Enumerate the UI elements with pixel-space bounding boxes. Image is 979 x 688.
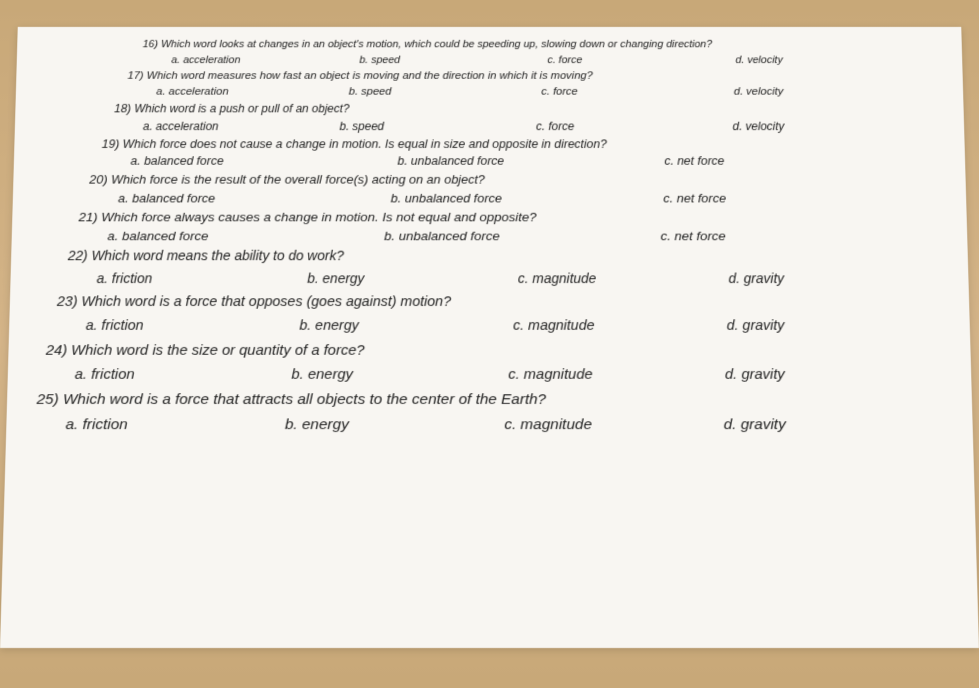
option-c: c. force: [541, 87, 734, 98]
question-23: 23) Which word is a force that opposes (…: [56, 294, 940, 334]
question-22: 22) Which word means the ability to do w…: [67, 247, 939, 286]
option-b: b. speed: [339, 119, 536, 132]
option-c: c. net force: [664, 155, 931, 168]
question-18: 18) Which word is a push or pull of an o…: [114, 101, 930, 132]
question-text: 25) Which word is a force that attracts …: [36, 390, 942, 410]
options-row: a. friction b. energy c. magnitude d. gr…: [67, 271, 939, 286]
option-c: c. magnitude: [504, 416, 723, 433]
question-number: 16): [143, 39, 159, 50]
question-number: 25): [36, 391, 59, 407]
option-b: b. unbalanced force: [391, 191, 664, 205]
option-b: b. unbalanced force: [397, 155, 664, 168]
question-prompt: Which word is a force that opposes (goes…: [81, 295, 451, 310]
question-prompt: Which force always causes a change in mo…: [101, 210, 536, 224]
options-row: a. acceleration b. speed c. force d. vel…: [142, 55, 923, 66]
option-d: d. gravity: [727, 318, 941, 333]
option-b: b. unbalanced force: [384, 229, 661, 243]
option-a: a. balanced force: [118, 191, 391, 205]
question-number: 19): [102, 137, 120, 150]
question-24: 24) Which word is the size or quantity o…: [45, 341, 942, 383]
option-a: a. acceleration: [171, 55, 359, 66]
option-b: b. speed: [349, 87, 542, 98]
options-row: a. balanced force b. unbalanced force c.…: [78, 229, 938, 243]
question-20: 20) Which force is the result of the ove…: [89, 172, 937, 205]
option-a: a. friction: [75, 366, 292, 382]
option-d: d. gravity: [724, 416, 944, 433]
option-c: c. net force: [663, 191, 936, 205]
option-c: c. magnitude: [513, 318, 727, 333]
option-c: c. magnitude: [518, 271, 729, 286]
question-number: 18): [114, 102, 131, 115]
question-text: 17) Which word measures how fast an obje…: [127, 69, 926, 83]
option-d: d. velocity: [734, 87, 927, 98]
question-17: 17) Which word measures how fast an obje…: [127, 69, 926, 97]
question-prompt: Which word looks at changes in an object…: [161, 39, 712, 50]
option-a: a. friction: [65, 416, 285, 433]
question-prompt: Which word is a push or pull of an objec…: [134, 102, 349, 115]
option-d: d. velocity: [733, 119, 930, 132]
question-prompt: Which word means the ability to do work?: [91, 248, 344, 263]
option-a: a. acceleration: [143, 119, 340, 132]
option-b: b. energy: [285, 416, 504, 433]
options-row: a. balanced force b. unbalanced force c.…: [101, 155, 932, 168]
options-row: a. friction b. energy c. magnitude d. gr…: [45, 366, 942, 382]
question-16: 16) Which word looks at changes in an ob…: [142, 38, 923, 66]
question-prompt: Which word is a force that attracts all …: [63, 391, 546, 407]
worksheet-paper: 16) Which word looks at changes in an ob…: [0, 27, 979, 648]
question-text: 16) Which word looks at changes in an ob…: [143, 38, 924, 52]
option-c: c. magnitude: [508, 366, 725, 382]
question-prompt: Which word is the size or quantity of a …: [71, 342, 365, 358]
option-a: a. friction: [96, 271, 307, 286]
question-number: 22): [68, 248, 88, 263]
options-row: a. friction b. energy c. magnitude d. gr…: [56, 318, 940, 333]
question-text: 20) Which force is the result of the ove…: [89, 172, 937, 189]
option-d: d. gravity: [728, 271, 939, 286]
question-text: 21) Which force always causes a change i…: [78, 209, 937, 226]
option-d: d. velocity: [735, 55, 923, 66]
question-prompt: Which force does not cause a change in m…: [123, 137, 607, 150]
option-c: c. force: [536, 119, 733, 132]
question-number: 24): [46, 342, 68, 358]
question-number: 23): [57, 295, 78, 310]
option-c: c. force: [547, 55, 735, 66]
question-text: 18) Which word is a push or pull of an o…: [114, 101, 929, 116]
question-text: 22) Which word means the ability to do w…: [68, 247, 939, 265]
option-a: a. acceleration: [156, 87, 349, 98]
question-prompt: Which force is the result of the overall…: [111, 173, 485, 187]
question-number: 17): [127, 70, 143, 81]
option-d: d. gravity: [725, 366, 942, 382]
options-row: a. acceleration b. speed c. force d. vel…: [127, 87, 926, 98]
options-row: a. friction b. energy c. magnitude d. gr…: [36, 416, 944, 433]
question-25: 25) Which word is a force that attracts …: [36, 390, 944, 433]
option-a: a. balanced force: [107, 229, 384, 243]
question-19: 19) Which force does not cause a change …: [101, 136, 932, 168]
option-a: a. friction: [86, 318, 300, 333]
option-b: b. energy: [307, 271, 518, 286]
options-row: a. acceleration b. speed c. force d. vel…: [114, 119, 930, 132]
option-a: a. balanced force: [130, 155, 397, 168]
question-number: 20): [89, 173, 108, 187]
options-row: a. balanced force b. unbalanced force c.…: [89, 191, 937, 205]
option-b: b. speed: [359, 55, 547, 66]
option-b: b. energy: [299, 318, 513, 333]
question-number: 21): [78, 210, 97, 224]
question-text: 19) Which force does not cause a change …: [102, 136, 932, 152]
question-text: 23) Which word is a force that opposes (…: [57, 294, 940, 313]
option-c: c. net force: [660, 229, 937, 243]
question-21: 21) Which force always causes a change i…: [78, 209, 938, 243]
question-prompt: Which word measures how fast an object i…: [147, 70, 593, 81]
question-text: 24) Which word is the size or quantity o…: [46, 341, 942, 360]
option-b: b. energy: [291, 366, 508, 382]
